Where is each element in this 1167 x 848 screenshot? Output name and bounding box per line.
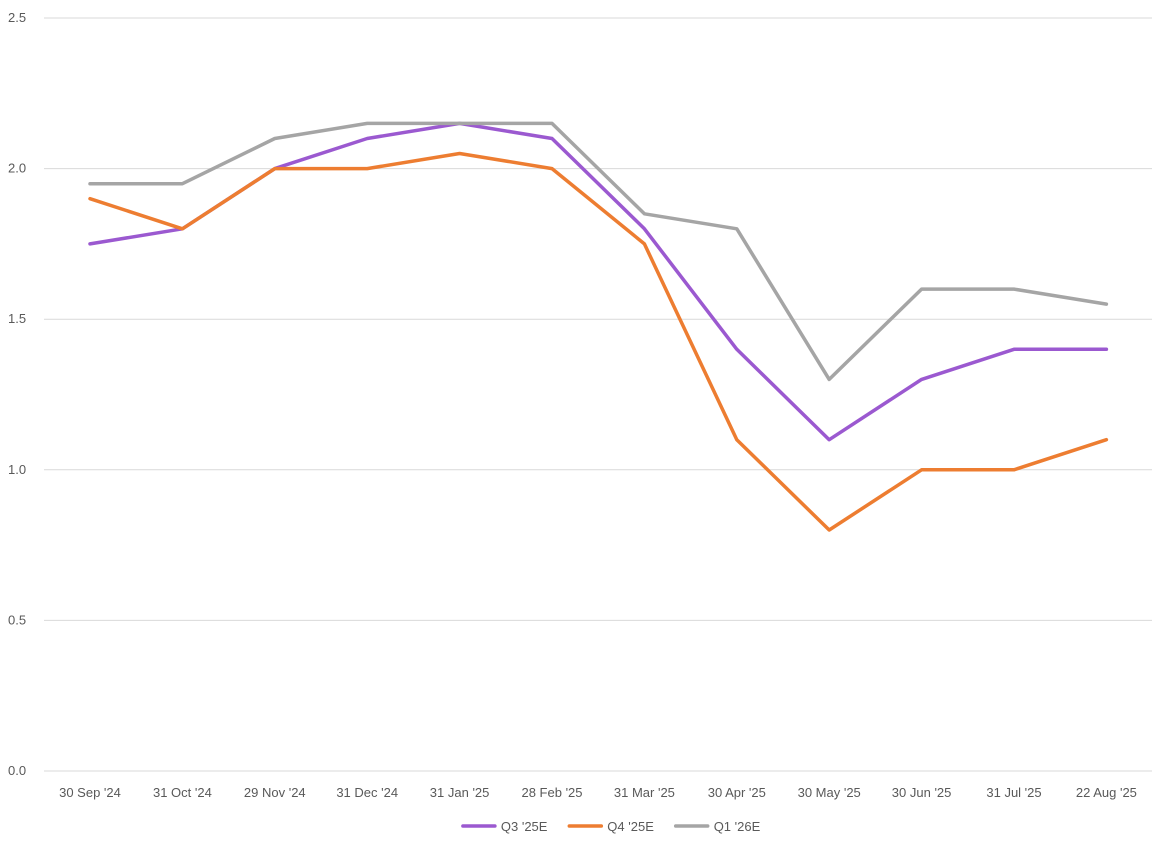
legend-label-1: Q3 '25E: [501, 819, 548, 834]
series-line-2: [88, 151, 1109, 532]
y-tick-label: 1.5: [8, 311, 26, 326]
series-line-3: [88, 121, 1109, 382]
x-tick-label: 22 Aug '25: [1076, 785, 1137, 800]
legend-label-3: Q1 '26E: [714, 819, 761, 834]
x-tick-label: 31 Dec '24: [336, 785, 398, 800]
gridlines: [44, 17, 1152, 772]
y-tick-label: 0.5: [8, 612, 26, 627]
y-tick-label: 2.0: [8, 161, 26, 176]
legend: Q3 '25E Q4 '25E Q1 '26E: [461, 819, 761, 834]
y-tick-label: 0.0: [8, 763, 26, 778]
y-axis-tick-labels: 0.0 0.5 1.0 1.5 2.0 2.5: [8, 10, 26, 778]
x-tick-label: 29 Nov '24: [244, 785, 306, 800]
x-tick-label: 31 Jan '25: [430, 785, 490, 800]
x-axis-tick-labels: 30 Sep '24 31 Oct '24 29 Nov '24 31 Dec '24…: [59, 785, 1137, 800]
x-tick-label: 30 Sep '24: [59, 785, 121, 800]
x-tick-label: 30 Apr '25: [708, 785, 766, 800]
x-tick-label: 28 Feb '25: [521, 785, 582, 800]
legend-label-2: Q4 '25E: [607, 819, 654, 834]
x-tick-label: 30 May '25: [798, 785, 861, 800]
series-lines: [88, 121, 1109, 532]
x-tick-label: 31 Oct '24: [153, 785, 212, 800]
x-tick-label: 30 Jun '25: [892, 785, 952, 800]
x-tick-label: 31 Jul '25: [986, 785, 1041, 800]
x-tick-label: 31 Mar '25: [614, 785, 675, 800]
y-tick-label: 2.5: [8, 10, 26, 25]
y-tick-label: 1.0: [8, 462, 26, 477]
